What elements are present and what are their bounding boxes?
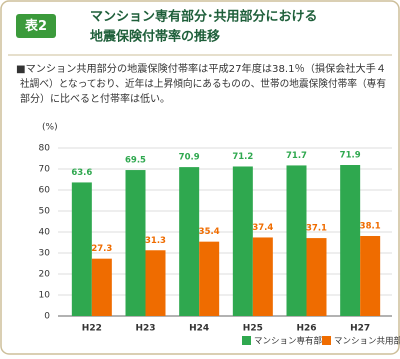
data-label: 71.9 bbox=[340, 151, 361, 161]
x-tick-label: H23 bbox=[135, 324, 155, 334]
chart-title: マンション専有部分･共用部分における bbox=[90, 9, 318, 25]
note: ■マンション共用部分の地震保険付帯率は平成27年度は38.1％（損保会社大手４ bbox=[16, 62, 386, 75]
x-tick-label: H22 bbox=[82, 324, 102, 334]
bar bbox=[340, 165, 361, 316]
y-tick-label: 70 bbox=[39, 165, 51, 175]
data-label: 69.5 bbox=[125, 156, 146, 166]
badge: 表2 bbox=[24, 18, 47, 34]
legend-label: マンション専有部分 bbox=[254, 336, 331, 347]
bar bbox=[125, 170, 146, 316]
bar bbox=[91, 258, 112, 316]
bar bbox=[145, 250, 166, 316]
y-tick-label: 20 bbox=[39, 270, 51, 280]
x-tick-label: H27 bbox=[350, 324, 370, 334]
y-tick-label: 80 bbox=[39, 144, 51, 154]
y-tick-label: 10 bbox=[39, 291, 51, 301]
legend-swatch bbox=[242, 336, 251, 345]
bar bbox=[232, 166, 253, 316]
data-label: 38.1 bbox=[360, 221, 381, 231]
data-label: 37.1 bbox=[306, 224, 327, 234]
data-label: 31.3 bbox=[145, 236, 166, 246]
bar bbox=[360, 235, 381, 316]
data-label: 71.7 bbox=[286, 151, 307, 161]
data-label: 27.3 bbox=[91, 244, 112, 254]
chart-title: 地震保険付帯率の推移 bbox=[90, 29, 220, 45]
bar bbox=[306, 238, 327, 316]
bar bbox=[286, 165, 307, 316]
badge-box bbox=[16, 14, 56, 38]
note: 社調べ）となっており、近年は上昇傾向にあるものの、世帯の地震保険付帯率（専有 bbox=[20, 77, 386, 90]
bar bbox=[199, 241, 220, 316]
data-label: 70.9 bbox=[179, 153, 200, 163]
y-tick-label: 50 bbox=[39, 207, 51, 217]
y-axis-label: (%) bbox=[42, 123, 58, 133]
bar bbox=[71, 182, 92, 316]
note: 部分）に比べると付帯率は低い。 bbox=[20, 92, 170, 105]
y-tick-label: 60 bbox=[39, 186, 51, 196]
data-label: 35.4 bbox=[199, 227, 220, 237]
data-label: 37.4 bbox=[252, 223, 273, 233]
x-tick-label: H25 bbox=[243, 324, 263, 334]
data-label: 63.6 bbox=[71, 168, 92, 178]
y-tick-label: 40 bbox=[39, 228, 51, 238]
bar bbox=[179, 167, 200, 316]
y-tick-label: 30 bbox=[39, 249, 51, 259]
legend-label: マンション共用部分 bbox=[334, 336, 400, 347]
x-tick-label: H26 bbox=[296, 324, 316, 334]
y-tick-label: 0 bbox=[44, 312, 50, 322]
bar bbox=[252, 237, 273, 316]
data-label: 71.2 bbox=[232, 152, 253, 162]
x-tick-label: H24 bbox=[189, 324, 209, 334]
legend-swatch bbox=[322, 336, 331, 345]
